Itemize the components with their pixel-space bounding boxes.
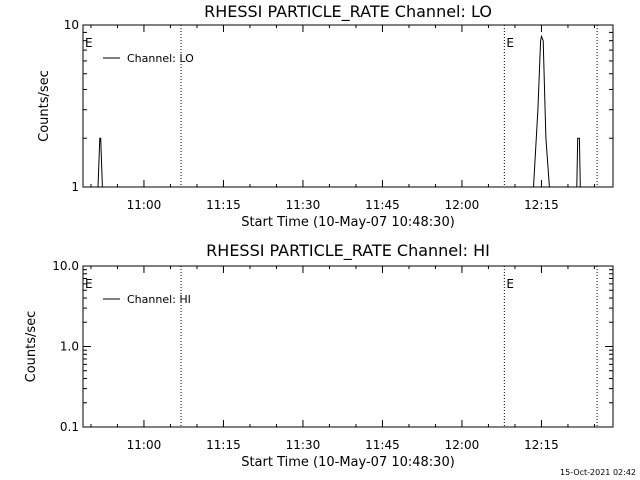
event-marker-label: E [506, 277, 514, 291]
y-tick-label: 10.0 [52, 259, 79, 273]
series-line [83, 34, 613, 188]
x-tick-label: 11:45 [365, 438, 400, 452]
x-tick-label: 11:15 [206, 438, 241, 452]
y-axis-label: Counts/sec [37, 70, 52, 142]
chart-top: RHESSI PARTICLE_RATE Channel: LO Start T… [37, 2, 614, 230]
legend-label: Channel: HI [127, 293, 191, 306]
chart-bottom: RHESSI PARTICLE_RATE Channel: HI Start T… [24, 241, 614, 470]
event-marker-label: E [85, 36, 93, 50]
y-tick-label: 1 [71, 180, 79, 194]
x-tick-label: 11:00 [127, 198, 162, 212]
y-tick-label: 0.1 [60, 420, 79, 434]
x-tick-label: 12:00 [445, 198, 480, 212]
chart-title: RHESSI PARTICLE_RATE Channel: HI [206, 241, 490, 261]
x-tick-label: 12:15 [524, 198, 559, 212]
x-tick-label: 12:15 [524, 438, 559, 452]
plot-frame [82, 265, 614, 428]
legend-label: Channel: LO [127, 52, 194, 65]
event-marker-label: E [506, 36, 514, 50]
event-marker-label: E [85, 277, 93, 291]
x-tick-label: 11:00 [127, 438, 162, 452]
x-tick-label: 11:30 [286, 198, 321, 212]
y-tick-label: 10 [64, 18, 79, 32]
footer-timestamp: 15-Oct-2021 02:42 [560, 468, 636, 477]
x-axis-label: Start Time (10-May-07 10:48:30) [241, 455, 455, 470]
y-tick-label: 1.0 [60, 340, 79, 354]
x-tick-label: 11:15 [206, 198, 241, 212]
x-axis-label: Start Time (10-May-07 10:48:30) [241, 215, 455, 230]
x-tick-label: 11:45 [365, 198, 400, 212]
y-axis-label: Counts/sec [24, 311, 39, 383]
x-tick-label: 12:00 [445, 438, 480, 452]
chart-title: RHESSI PARTICLE_RATE Channel: LO [204, 2, 492, 22]
plot-frame [82, 24, 614, 188]
x-tick-label: 11:30 [286, 438, 321, 452]
